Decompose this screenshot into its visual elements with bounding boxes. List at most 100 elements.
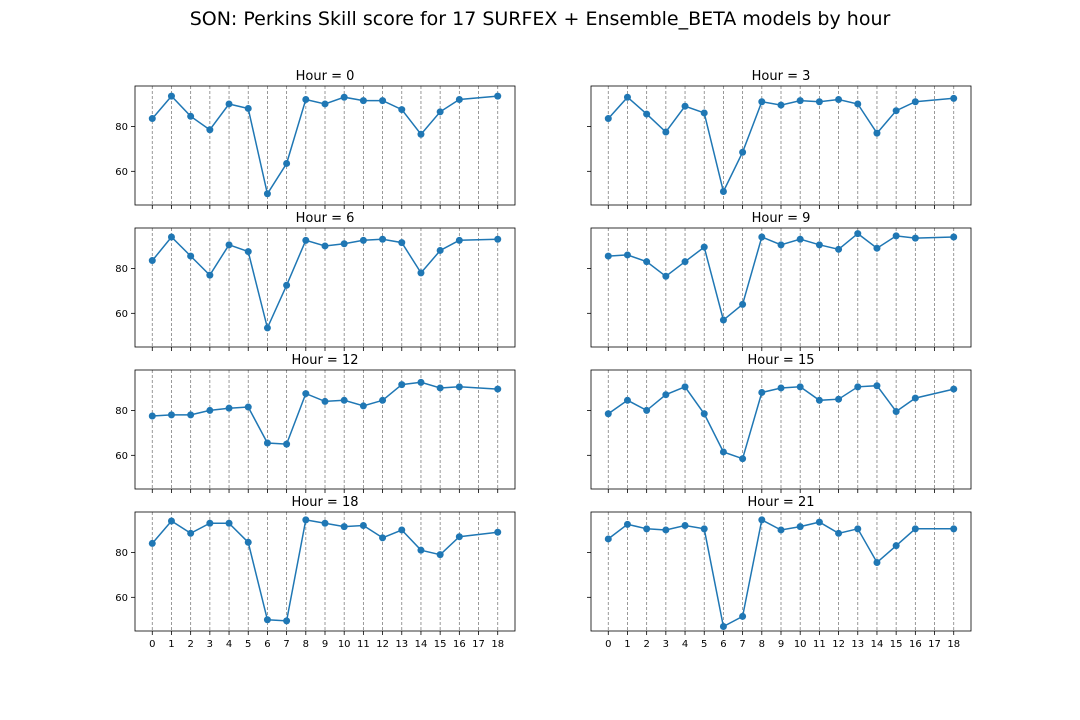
- figure-title: SON: Perkins Skill score for 17 SURFEX +…: [189, 8, 891, 30]
- data-point: [719, 316, 727, 324]
- data-point: [604, 535, 612, 543]
- x-tick-label: 9: [322, 639, 328, 650]
- data-point: [681, 102, 689, 110]
- y-tick-label: 60: [115, 451, 128, 462]
- data-point: [796, 523, 804, 531]
- data-point: [263, 324, 271, 332]
- subplot-title: Hour = 3: [752, 69, 811, 84]
- data-point: [263, 190, 271, 198]
- data-point: [623, 396, 631, 404]
- x-tick-label: 17: [472, 639, 485, 650]
- data-point: [302, 95, 310, 103]
- data-point: [892, 107, 900, 115]
- x-tick-label: 15: [434, 639, 447, 650]
- data-point: [340, 240, 348, 248]
- data-point: [359, 521, 367, 529]
- x-tick-label: 1: [168, 639, 174, 650]
- data-point: [777, 241, 785, 249]
- data-point: [206, 406, 214, 414]
- x-tick-label: 6: [720, 639, 726, 650]
- data-point: [854, 100, 862, 108]
- subplot-title: Hour = 0: [296, 69, 355, 84]
- data-point: [187, 411, 195, 419]
- x-tick-label: 9: [778, 639, 784, 650]
- y-tick-label: 60: [115, 593, 128, 604]
- data-point: [417, 130, 425, 138]
- data-point: [206, 271, 214, 279]
- x-tick-label: 14: [415, 639, 428, 650]
- data-point: [187, 112, 195, 120]
- data-point: [494, 92, 502, 100]
- data-point: [873, 244, 881, 252]
- data-point: [340, 523, 348, 531]
- series-line: [607, 384, 954, 460]
- data-point: [700, 410, 708, 418]
- data-point: [494, 528, 502, 536]
- subplot-4: Hour = 9: [587, 211, 972, 351]
- x-tick-label: 7: [283, 639, 289, 650]
- y-tick-label: 80: [115, 264, 128, 275]
- data-point: [244, 538, 252, 546]
- data-point: [187, 252, 195, 260]
- data-point: [321, 397, 329, 405]
- data-point: [892, 408, 900, 416]
- data-point: [623, 520, 631, 528]
- data-point: [796, 383, 804, 391]
- series-line: [608, 232, 954, 322]
- data-point: [950, 385, 958, 393]
- data-point: [873, 129, 881, 137]
- data-point: [700, 243, 708, 251]
- data-point: [225, 100, 233, 108]
- data-point: [777, 384, 785, 392]
- x-tick-label: 11: [357, 639, 370, 650]
- data-point: [148, 412, 156, 420]
- x-tick-label: 0: [149, 639, 155, 650]
- data-point: [398, 381, 406, 389]
- data-point: [815, 396, 823, 404]
- y-tick-label: 60: [115, 309, 128, 320]
- data-point: [359, 236, 367, 244]
- data-point: [623, 251, 631, 259]
- data-point: [911, 525, 919, 533]
- data-point: [167, 517, 175, 525]
- x-tick-label: 7: [739, 639, 745, 650]
- data-point: [758, 516, 766, 524]
- data-point: [283, 440, 291, 448]
- x-tick-label: 6: [264, 639, 270, 650]
- data-point: [148, 539, 156, 547]
- x-tick-label: 13: [395, 639, 408, 650]
- data-point: [379, 235, 387, 243]
- x-tick-label: 8: [303, 639, 309, 650]
- x-tick-label: 17: [928, 639, 941, 650]
- data-point: [302, 236, 310, 244]
- x-tick-label: 4: [226, 639, 232, 650]
- data-point: [643, 406, 651, 414]
- subplot-1: 60 80 Hour = 0: [115, 69, 516, 209]
- data-point: [167, 411, 175, 419]
- data-point: [167, 233, 175, 241]
- data-point: [398, 526, 406, 534]
- x-tick-label: 12: [832, 639, 845, 650]
- data-point: [950, 94, 958, 102]
- data-point: [340, 93, 348, 101]
- data-point: [302, 516, 310, 524]
- data-point: [436, 384, 444, 392]
- data-point: [604, 115, 612, 123]
- data-point: [398, 106, 406, 114]
- data-point: [321, 242, 329, 250]
- data-point: [681, 383, 689, 391]
- data-point: [719, 188, 727, 196]
- data-point: [681, 521, 689, 529]
- data-point: [494, 235, 502, 243]
- data-point: [225, 404, 233, 412]
- subplot-title: Hour = 6: [296, 211, 355, 226]
- data-point: [244, 248, 252, 256]
- data-point: [436, 551, 444, 559]
- data-point: [873, 382, 881, 390]
- x-tick-label: 0: [605, 639, 611, 650]
- data-point: [302, 390, 310, 398]
- data-point: [263, 439, 271, 447]
- data-point: [815, 98, 823, 106]
